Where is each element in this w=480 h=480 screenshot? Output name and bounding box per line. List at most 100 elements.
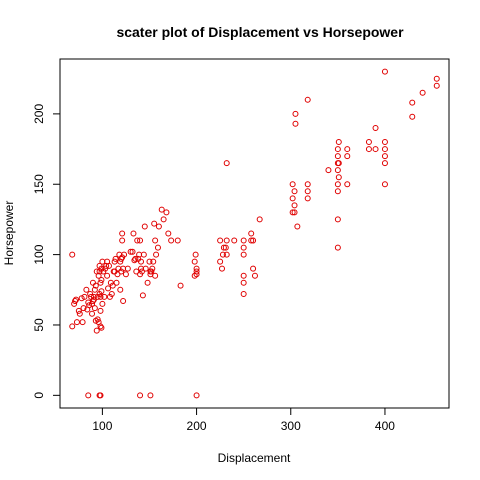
data-point: [95, 272, 102, 279]
data-point: [334, 146, 341, 153]
data-point: [101, 293, 108, 300]
x-axis: 100 200 300 400: [92, 408, 395, 433]
data-point: [134, 237, 141, 244]
data-point: [256, 216, 263, 223]
data-point: [150, 258, 157, 265]
data-point: [304, 96, 311, 103]
data-point: [148, 268, 155, 275]
data-point: [151, 220, 158, 227]
data-point: [76, 310, 83, 317]
data-point: [114, 271, 121, 278]
data-point: [124, 265, 131, 272]
data-point: [127, 248, 134, 255]
data-point: [69, 323, 76, 330]
data-point: [251, 272, 258, 279]
data-point: [94, 316, 101, 323]
data-point: [219, 265, 226, 272]
data-point: [334, 216, 341, 223]
data-point: [223, 160, 230, 167]
x-tick-label: 300: [281, 419, 301, 433]
data-point: [87, 291, 94, 298]
data-point: [138, 268, 145, 275]
data-point: [192, 251, 199, 258]
data-point: [289, 181, 296, 188]
data-point: [130, 230, 137, 237]
data-point: [381, 139, 388, 146]
data-point: [372, 146, 379, 153]
data-point: [191, 258, 198, 265]
data-point: [111, 258, 118, 265]
data-point: [137, 392, 144, 399]
data-point: [122, 271, 129, 278]
data-point: [240, 272, 247, 279]
data-point: [120, 298, 127, 305]
data-point: [419, 89, 426, 96]
data-point: [292, 120, 299, 127]
data-point: [168, 237, 175, 244]
x-tick-label: 200: [187, 419, 207, 433]
data-point: [83, 286, 90, 293]
data-point: [139, 292, 146, 299]
y-tick-label: 150: [32, 174, 46, 194]
data-point: [409, 113, 416, 120]
data-point: [372, 124, 379, 131]
data-point: [142, 265, 149, 272]
data-point: [147, 392, 154, 399]
data-point: [119, 230, 126, 237]
data-point: [381, 160, 388, 167]
data-point: [69, 251, 76, 258]
data-point: [193, 265, 200, 272]
data-point: [433, 82, 440, 89]
data-point: [344, 181, 351, 188]
data-point: [174, 237, 181, 244]
data-point: [97, 392, 104, 399]
data-point: [240, 279, 247, 286]
data-points: [69, 68, 440, 399]
data-point: [223, 237, 230, 244]
data-point: [193, 392, 200, 399]
data-point: [97, 323, 104, 330]
data-point: [104, 272, 111, 279]
data-point: [89, 298, 96, 305]
data-point: [153, 251, 160, 258]
data-point: [152, 237, 159, 244]
data-point: [160, 216, 167, 223]
data-point: [240, 251, 247, 258]
data-point: [138, 258, 145, 265]
data-point: [334, 244, 341, 251]
data-point: [113, 279, 120, 286]
data-point: [219, 251, 226, 258]
data-point: [165, 230, 172, 237]
data-point: [109, 282, 116, 289]
data-point: [381, 181, 388, 188]
data-point: [98, 288, 105, 295]
data-point: [92, 282, 99, 289]
data-point: [248, 230, 255, 237]
data-point: [433, 75, 440, 82]
data-point: [158, 206, 165, 213]
data-point: [250, 237, 257, 244]
data-point: [163, 209, 170, 216]
data-point: [291, 202, 298, 209]
data-point: [105, 262, 112, 269]
data-point: [193, 268, 200, 275]
data-point: [141, 223, 148, 230]
x-tick-label: 400: [375, 419, 395, 433]
data-point: [102, 265, 109, 272]
data-point: [90, 296, 97, 303]
data-point: [152, 272, 159, 279]
data-point: [304, 181, 311, 188]
data-point: [222, 244, 229, 251]
data-point: [217, 258, 224, 265]
data-point: [90, 293, 97, 300]
data-point: [140, 251, 147, 258]
data-point: [121, 251, 128, 258]
data-point: [381, 146, 388, 153]
data-point: [292, 110, 299, 117]
data-point: [365, 139, 372, 146]
data-point: [133, 268, 140, 275]
y-axis: 0 50 100 150 200: [32, 104, 60, 399]
data-point: [217, 237, 224, 244]
data-point: [409, 99, 416, 106]
